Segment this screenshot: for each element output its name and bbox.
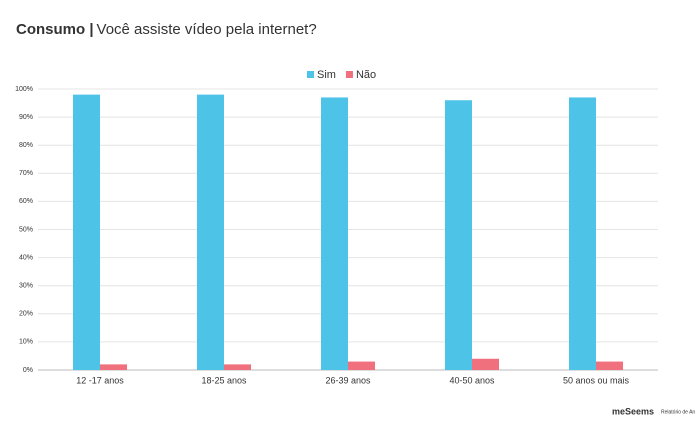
- chart-title: Consumo | Você assiste vídeo pela interne…: [16, 21, 317, 38]
- y-tick-label: 90%: [19, 114, 33, 121]
- x-tick-label: 50 anos ou mais: [563, 375, 630, 385]
- bar: [445, 100, 472, 371]
- legend-label: Não: [356, 69, 376, 81]
- bar: [197, 94, 224, 371]
- bar: [73, 94, 100, 371]
- bar: [348, 361, 375, 370]
- y-tick-label: 100%: [15, 86, 33, 93]
- bar: [596, 361, 623, 370]
- legend-label: Sim: [317, 69, 336, 81]
- bar: [472, 358, 499, 370]
- legend-swatch: [345, 71, 353, 78]
- y-tick-label: 70%: [19, 170, 33, 177]
- y-tick-label: 20%: [19, 311, 33, 318]
- y-tick-label: 80%: [19, 142, 33, 149]
- y-tick-label: 0%: [23, 367, 33, 374]
- x-tick-label: 40-50 anos: [449, 375, 495, 385]
- bar: [321, 97, 348, 371]
- legend-swatch: [307, 71, 314, 78]
- x-tick-label: 12 -17 anos: [76, 375, 124, 385]
- bar: [224, 364, 251, 370]
- bar: [100, 364, 127, 370]
- bar: [569, 97, 596, 371]
- y-tick-label: 10%: [19, 339, 33, 346]
- y-tick-label: 50%: [19, 226, 33, 233]
- x-tick-label: 18-25 anos: [201, 375, 247, 385]
- y-tick-label: 40%: [19, 254, 33, 261]
- title-prefix: Consumo |: [16, 21, 94, 38]
- y-tick-label: 60%: [19, 198, 33, 205]
- logo: meSeems: [612, 406, 654, 416]
- title-text: Você assiste vídeo pela internet?: [97, 21, 317, 38]
- x-tick-label: 26-39 anos: [325, 375, 371, 385]
- footer-text: Relatório de An: [661, 409, 695, 415]
- y-tick-label: 30%: [19, 283, 33, 290]
